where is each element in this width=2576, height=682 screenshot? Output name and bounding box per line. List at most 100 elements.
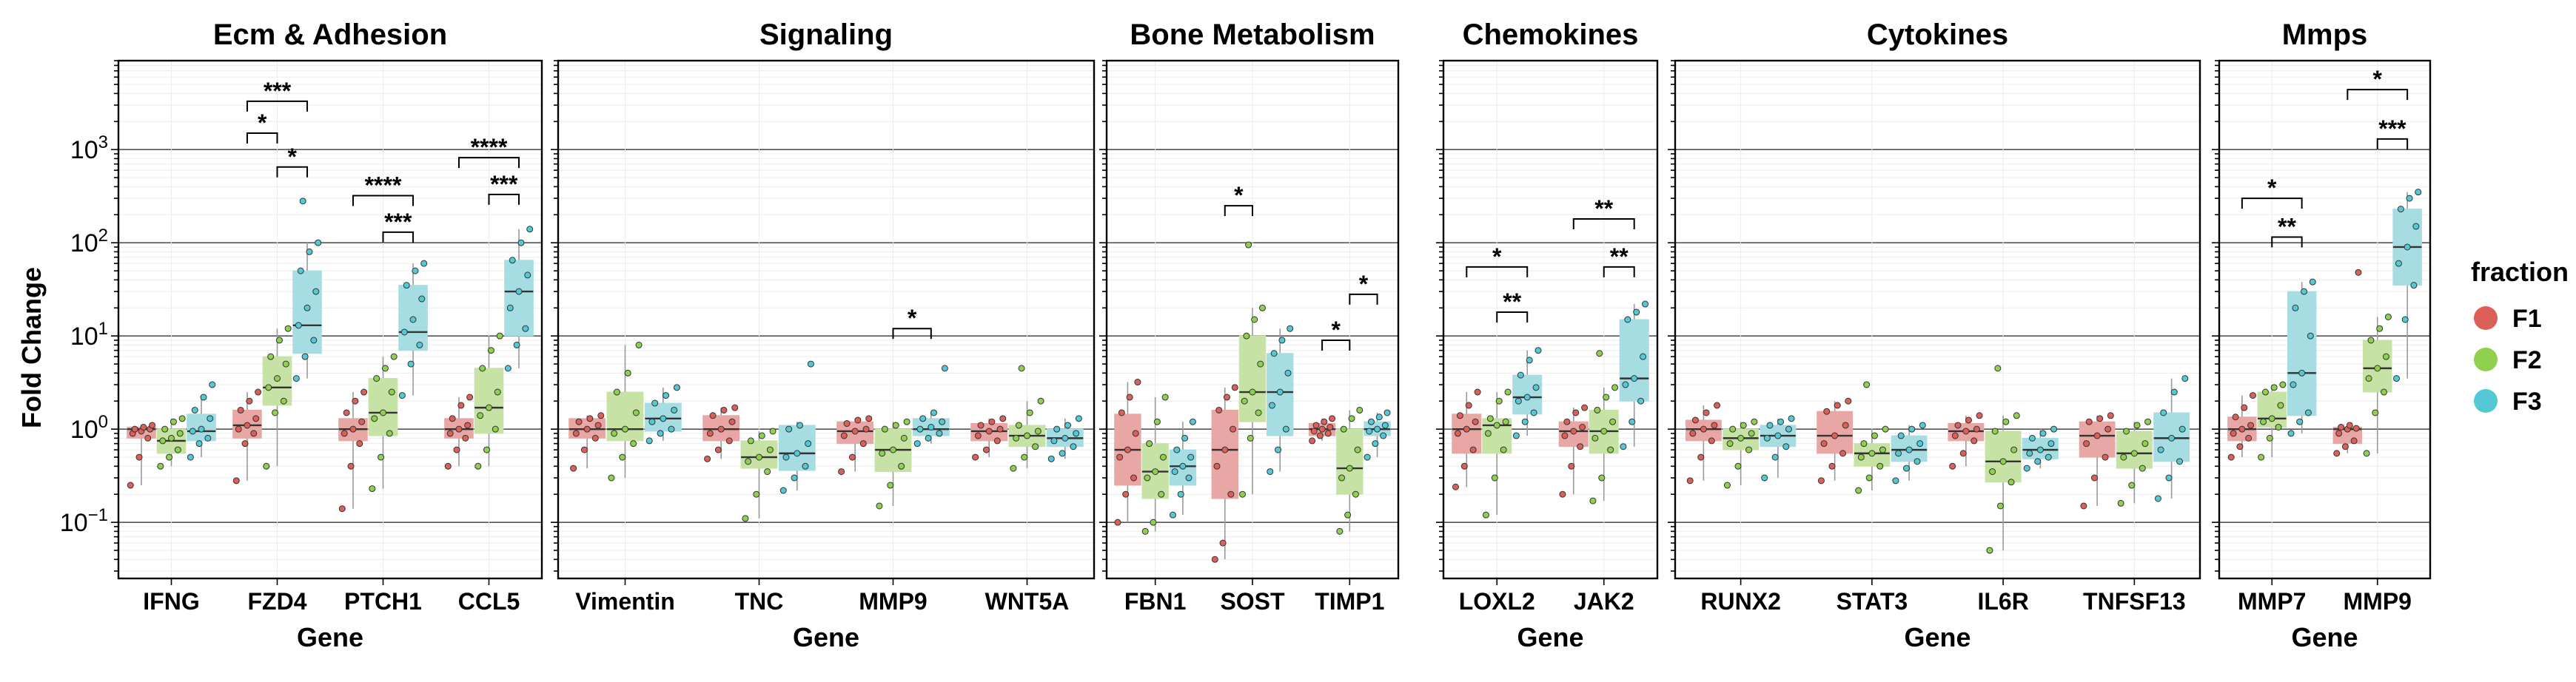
data-point <box>660 415 667 422</box>
gene-group-jak2: ** ** <box>1558 195 1649 504</box>
x-axis-title: Gene <box>1517 622 1583 652</box>
data-point <box>2298 369 2306 377</box>
panel-frame <box>117 59 543 580</box>
significance-label: **** <box>471 134 508 161</box>
data-point <box>176 430 184 437</box>
data-point <box>2122 428 2130 435</box>
gene-group-stat3 <box>1817 381 1928 494</box>
data-point <box>1620 443 1627 450</box>
data-point <box>1631 375 1638 382</box>
data-point <box>632 409 640 416</box>
data-point <box>398 392 406 399</box>
box-f1 <box>1558 404 1589 498</box>
data-point <box>2384 313 2392 320</box>
data-point <box>1609 418 1617 425</box>
data-point <box>807 360 814 368</box>
data-point <box>1521 418 1529 425</box>
data-point <box>673 384 680 391</box>
data-point <box>1460 462 1468 470</box>
y-tick-label: 10−1 <box>60 505 108 537</box>
data-point <box>903 418 910 425</box>
bracket-line <box>352 195 415 206</box>
data-point <box>1484 430 1492 437</box>
data-point <box>338 505 346 513</box>
data-point <box>457 402 465 409</box>
box-f3 <box>2022 425 2059 472</box>
box-f1 <box>1211 384 1238 563</box>
data-point <box>2372 409 2379 416</box>
data-point <box>1603 394 1610 401</box>
data-point <box>2338 423 2345 431</box>
box-f3 <box>187 381 216 461</box>
data-point <box>2130 450 2138 457</box>
grid-lines <box>1443 60 1657 578</box>
data-point <box>1500 446 1507 453</box>
significance-label: *** <box>2378 115 2406 142</box>
data-point <box>198 425 205 433</box>
data-point <box>769 428 777 435</box>
data-point <box>1860 440 1868 448</box>
data-point <box>1213 462 1221 470</box>
data-point <box>1748 430 1755 437</box>
data-point <box>486 404 492 411</box>
data-point <box>1456 412 1463 419</box>
data-point <box>1144 474 1151 482</box>
data-point <box>1282 425 1289 433</box>
data-point <box>1996 502 2004 510</box>
data-point <box>1495 397 1503 405</box>
data-point <box>1959 450 1967 457</box>
data-point <box>2355 269 2362 276</box>
bracket-line <box>1572 218 1635 230</box>
significance-label: **** <box>365 172 402 199</box>
data-point <box>2034 458 2042 465</box>
data-point <box>2181 375 2189 382</box>
data-point <box>140 423 147 431</box>
data-point <box>1559 490 1566 498</box>
significance-label: *** <box>264 78 292 104</box>
data-point <box>1177 490 1184 498</box>
data-point <box>2395 260 2402 267</box>
box-f2 <box>740 428 778 522</box>
data-point <box>1249 388 1256 396</box>
data-point <box>1686 477 1694 485</box>
data-point <box>1919 422 1926 429</box>
box-f3 <box>912 365 950 448</box>
grid-lines <box>558 60 1094 578</box>
data-point <box>1954 422 1962 429</box>
data-point <box>1275 446 1282 453</box>
data-point <box>1465 402 1472 409</box>
data-point <box>492 425 499 433</box>
data-point <box>1150 519 1157 526</box>
data-point <box>1737 434 1745 442</box>
data-point <box>380 409 386 416</box>
data-point <box>1785 425 1792 433</box>
data-point <box>2376 325 2384 332</box>
data-point <box>1624 316 1631 323</box>
data-point <box>1050 437 1058 445</box>
box-f3 <box>2153 375 2190 502</box>
data-point <box>2309 278 2316 286</box>
data-point <box>1517 371 1524 379</box>
data-point <box>2363 450 2370 457</box>
data-point <box>1579 423 1586 431</box>
data-point <box>1227 490 1235 498</box>
data-point <box>1703 409 1710 416</box>
y-axis <box>551 60 558 572</box>
panel-title: Ecm & Adhesion <box>213 18 447 51</box>
data-point <box>1247 434 1254 442</box>
data-point <box>343 409 350 416</box>
bracket-line <box>2376 138 2409 149</box>
data-point <box>1897 432 1905 439</box>
data-point <box>2168 434 2176 442</box>
data-point <box>1380 432 1387 439</box>
x-tick-label: TNFSF13 <box>2083 588 2186 615</box>
data-point <box>2096 415 2104 422</box>
data-point <box>299 197 306 205</box>
box-body <box>474 368 504 434</box>
data-point <box>1607 446 1614 453</box>
data-point <box>515 288 523 295</box>
box-f2 <box>2257 381 2287 461</box>
data-point <box>1530 409 1537 416</box>
data-point <box>898 462 905 470</box>
data-point <box>611 430 618 437</box>
